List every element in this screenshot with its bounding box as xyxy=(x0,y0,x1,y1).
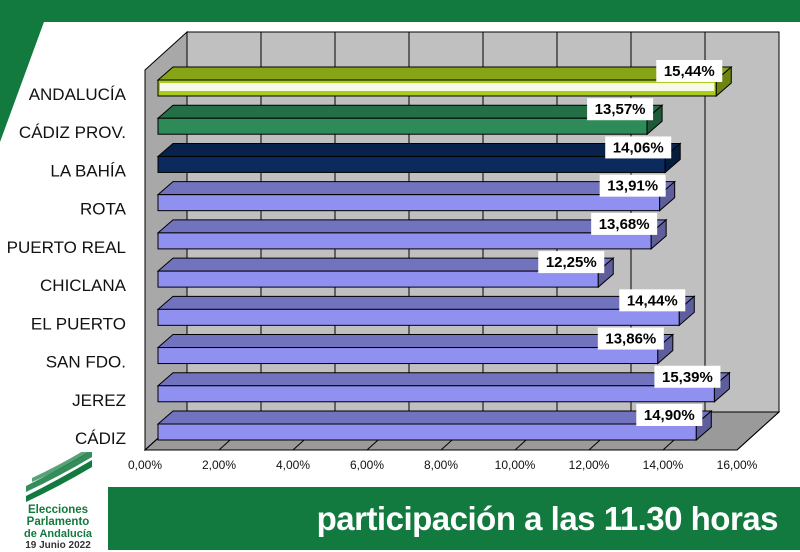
bar-end xyxy=(715,65,732,98)
x-tick-label: 0,00% xyxy=(128,458,162,472)
bar-top xyxy=(156,295,696,310)
bar xyxy=(157,117,648,135)
data-label-box xyxy=(599,174,666,197)
bar-highlight xyxy=(160,83,715,91)
data-label: 13,91% xyxy=(607,178,658,195)
bar-top xyxy=(156,142,682,157)
bar-end xyxy=(657,333,674,365)
data-label: 13,86% xyxy=(605,331,656,348)
category-label: LA BAHÍA xyxy=(50,161,126,180)
x-tick-label: 12,00% xyxy=(569,458,610,472)
bar-end xyxy=(713,371,730,403)
bar xyxy=(157,270,599,288)
data-label-box xyxy=(619,289,686,312)
election-logo: Elecciones Parlamento de Andalucía 19 Ju… xyxy=(8,452,108,551)
bar xyxy=(157,308,680,326)
bar-top xyxy=(156,410,713,425)
bar-end xyxy=(646,104,663,136)
bar xyxy=(157,347,659,365)
data-label-box xyxy=(591,212,658,235)
floor-gridline xyxy=(736,411,780,451)
data-label: 15,39% xyxy=(662,369,713,386)
x-tick-label: 10,00% xyxy=(495,458,536,472)
bar-top xyxy=(156,372,731,387)
footer-title: participación a las 11.30 horas xyxy=(316,500,779,537)
category-label: ANDALUCÍA xyxy=(29,85,127,104)
bar-top xyxy=(156,334,675,349)
category-label: SAN FDO. xyxy=(46,353,126,372)
category-label: PUERTO REAL xyxy=(7,238,126,257)
data-label: 13,68% xyxy=(599,216,650,233)
data-label-box xyxy=(538,251,605,274)
bar-end xyxy=(659,180,676,212)
bar-end xyxy=(650,218,667,250)
bar-end xyxy=(678,295,695,327)
x-tick-label: 6,00% xyxy=(350,458,384,472)
data-label: 12,25% xyxy=(546,254,597,271)
bar xyxy=(157,423,697,441)
bar-end xyxy=(597,257,614,289)
bar xyxy=(157,385,715,403)
x-tick-label: 8,00% xyxy=(424,458,458,472)
andalucia-flag-icon xyxy=(26,452,92,502)
category-label: CHICLANA xyxy=(40,276,127,295)
x-tick-label: 14,00% xyxy=(643,458,684,472)
data-label-box xyxy=(597,327,664,350)
x-tick-label: 4,00% xyxy=(276,458,310,472)
data-label-box xyxy=(656,60,723,82)
data-label: 14,44% xyxy=(627,292,678,309)
category-label: EL PUERTO xyxy=(31,314,126,333)
logo-line-parlamento: Parlamento xyxy=(26,516,90,528)
data-label: 14,90% xyxy=(644,407,695,424)
category-label: CÁDIZ PROV. xyxy=(19,123,126,142)
data-label-box xyxy=(605,136,672,159)
logo-line-andalucia: de Andalucía xyxy=(23,528,93,540)
bar xyxy=(157,194,661,212)
x-tick-label: 2,00% xyxy=(202,458,236,472)
corner-decoration xyxy=(0,0,52,142)
bar-top xyxy=(156,104,664,119)
bar-top xyxy=(156,219,668,234)
bar-top xyxy=(156,181,677,196)
bar-end xyxy=(695,409,712,442)
data-label-box xyxy=(636,404,703,426)
category-label: JEREZ xyxy=(72,391,126,410)
footer-banner xyxy=(108,487,800,550)
logo-date: 19 Junio 2022 xyxy=(25,540,91,551)
bar xyxy=(157,232,652,250)
category-label: ROTA xyxy=(80,200,127,219)
participation-chart: ANDALUCÍA 15,44% CÁDIZ PROV. 13,57% LA BAHÍA… xyxy=(7,30,781,472)
bar xyxy=(157,155,666,173)
x-tick-label: 16,00% xyxy=(717,458,758,472)
data-label: 13,57% xyxy=(595,101,646,118)
data-label-box xyxy=(654,365,721,388)
data-label: 15,44% xyxy=(664,63,715,80)
category-label: CÁDIZ xyxy=(75,429,126,448)
bar-top xyxy=(156,66,733,81)
data-label: 14,06% xyxy=(613,139,664,156)
bar-end xyxy=(664,142,681,174)
data-label-box xyxy=(587,98,654,121)
top-banner xyxy=(0,0,800,22)
logo-line-elecciones: Elecciones xyxy=(27,504,89,516)
